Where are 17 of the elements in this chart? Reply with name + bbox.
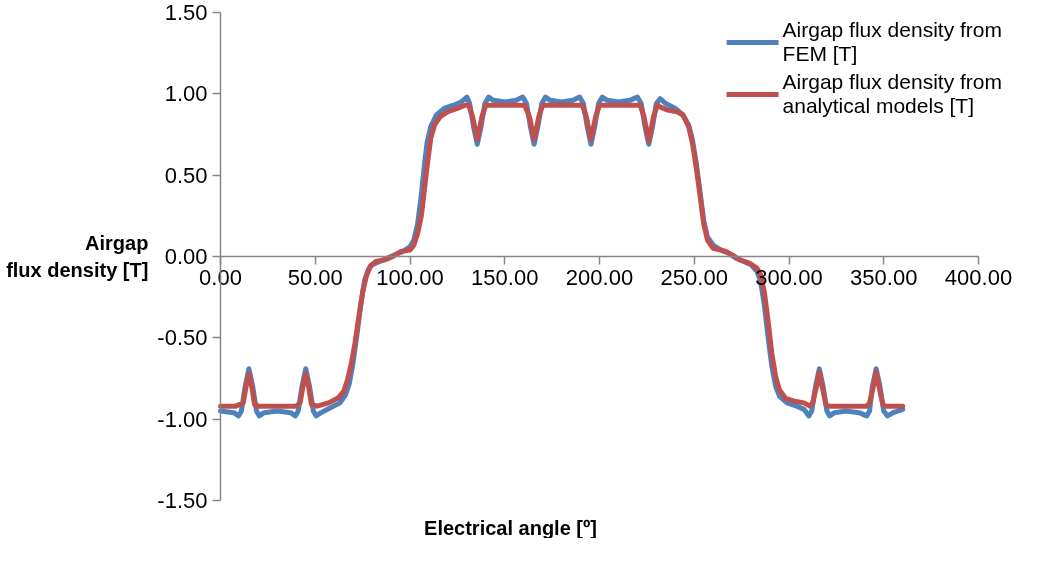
- legend-label: Airgap flux density from FEM [T]: [782, 18, 1002, 66]
- x-tick-label: 50.00: [287, 264, 343, 290]
- y-tick-label: 1.50: [164, 0, 208, 25]
- y-tick-label: 0.50: [164, 162, 208, 188]
- legend-label: Airgap flux density from analytical models [T]: [782, 70, 1002, 118]
- x-axis-title: Electrical angle [º]: [424, 516, 597, 539]
- x-tick-label: 100.00: [376, 264, 444, 290]
- y-tick-label: -1.50: [157, 488, 208, 513]
- y-tick-label: -0.50: [157, 325, 208, 351]
- y-axis-title: Airgap flux density [T]: [6, 232, 149, 281]
- x-tick-label: 400.00: [944, 264, 1013, 290]
- x-tick-label: 150.00: [471, 264, 539, 290]
- y-tick-label: -1.00: [157, 406, 208, 432]
- x-tick-label: 200.00: [565, 264, 634, 290]
- y-tick-label: 1.00: [164, 81, 208, 107]
- x-tick-label: 250.00: [660, 264, 728, 290]
- x-tick-label: 350.00: [850, 264, 918, 290]
